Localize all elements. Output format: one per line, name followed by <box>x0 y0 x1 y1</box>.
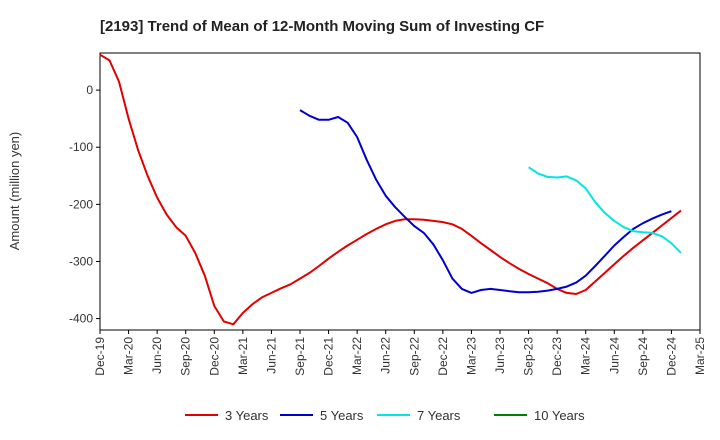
x-tick-label: Sep-21 <box>293 337 307 376</box>
x-tick-label: Mar-21 <box>236 337 250 375</box>
x-tick-label: Mar-25 <box>693 337 707 375</box>
x-tick-label: Jun-24 <box>607 337 621 374</box>
x-tick-label: Sep-22 <box>407 337 421 376</box>
series-line-5-years <box>299 109 672 294</box>
x-tick-label: Dec-23 <box>550 337 564 376</box>
x-tick-label: Mar-22 <box>350 337 364 375</box>
y-axis-label: Amount (million yen) <box>7 132 22 251</box>
x-tick-label: Jun-22 <box>379 337 393 374</box>
x-tick-label: Sep-24 <box>636 337 650 376</box>
legend-label-10-years: 10 Years <box>534 408 585 423</box>
y-tick-label: -100 <box>69 140 93 154</box>
y-tick-label: -200 <box>69 197 93 211</box>
series-line-3-years <box>99 53 682 326</box>
x-tick-label: Jun-23 <box>493 337 507 374</box>
x-tick-label: Dec-19 <box>93 337 107 376</box>
x-tick-label: Mar-20 <box>122 337 136 375</box>
y-tick-label: -400 <box>69 312 93 326</box>
x-tick-label: Dec-22 <box>436 337 450 376</box>
legend: 3 Years 5 Years 7 Years 10 Years <box>185 408 585 423</box>
series-line-7-years <box>528 166 682 254</box>
x-tick-label: Jun-20 <box>150 337 164 374</box>
x-tick-label: Sep-20 <box>179 337 193 376</box>
axes <box>96 52 701 334</box>
x-tick-label: Mar-24 <box>579 337 593 375</box>
legend-label-5-years: 5 Years <box>320 408 364 423</box>
chart-title: [2193] Trend of Mean of 12-Month Moving … <box>100 18 544 35</box>
x-tick-label: Jun-21 <box>264 337 278 374</box>
legend-label-7-years: 7 Years <box>417 408 461 423</box>
x-tick-label: Dec-20 <box>207 337 221 376</box>
y-tick-label: -300 <box>69 254 93 268</box>
x-tick-label: Sep-23 <box>522 337 536 376</box>
x-tick-label: Dec-21 <box>322 337 336 376</box>
x-tick-label: Dec-24 <box>664 337 678 376</box>
series-lines <box>99 53 682 326</box>
x-tick-label: Mar-23 <box>464 337 478 375</box>
plot-frame <box>99 52 701 331</box>
y-tick-label: 0 <box>86 83 93 97</box>
legend-label-3-years: 3 Years <box>225 408 269 423</box>
